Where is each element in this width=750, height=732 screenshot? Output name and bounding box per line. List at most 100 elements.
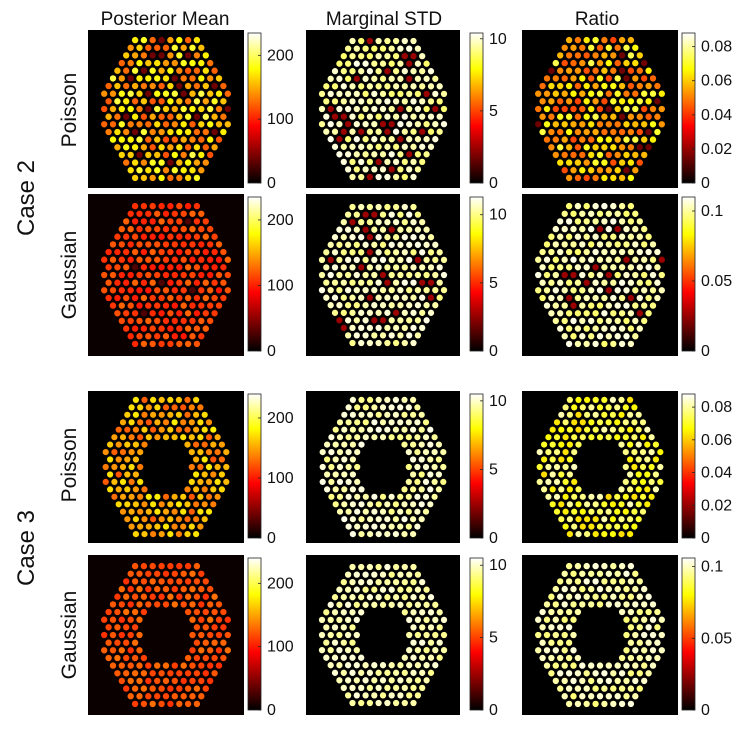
pixel-dot [185, 341, 191, 347]
pixel-dot [180, 434, 186, 440]
pixel-dot [176, 52, 182, 58]
pixel-dot [645, 655, 651, 661]
pixel-dot [150, 685, 156, 691]
pixel-dot [441, 121, 447, 127]
pixel-dot [548, 129, 554, 135]
pixel-dot [389, 151, 395, 157]
pixel-dot [181, 257, 187, 263]
pixel-dot [415, 76, 421, 82]
pixel-dot [132, 578, 138, 584]
pixel-dot [601, 310, 607, 316]
pixel-dot [198, 75, 204, 81]
pixel-dot [627, 442, 633, 448]
pixel-dot [597, 272, 603, 278]
pixel-dot [128, 302, 134, 308]
pixel-dot [150, 249, 156, 255]
pixel-dot [375, 594, 381, 600]
pixel-dot [332, 83, 338, 89]
pixel-dot [584, 701, 590, 707]
pixel-dot [376, 516, 382, 522]
pixel-dot [323, 83, 329, 89]
pixel-dot [419, 609, 425, 615]
pixel-dot [203, 159, 209, 165]
pixel-dot [645, 234, 651, 240]
pixel-dot [566, 68, 572, 74]
pixel-dot [323, 279, 329, 285]
pixel-dot [150, 234, 156, 240]
pixel-dot [158, 37, 164, 43]
pixel-dot [539, 98, 545, 104]
pixel-dot [397, 106, 403, 112]
pixel-dot [119, 586, 125, 592]
pixel-dot [419, 144, 425, 150]
pixel-dot [358, 340, 364, 346]
pixel-dot [194, 98, 200, 104]
pixel-dot [123, 578, 129, 584]
pixel-dot [423, 602, 429, 608]
pixel-dot [631, 404, 637, 410]
pixel-dot [136, 272, 142, 278]
pixel-dot [641, 60, 647, 66]
pixel-dot [393, 501, 399, 507]
pixel-dot [423, 136, 429, 142]
pixel-dot [211, 234, 217, 240]
pixel-dot [548, 640, 554, 646]
pixel-dot [362, 317, 368, 323]
colorbar-tick-label: 5 [489, 630, 498, 647]
pixel-dot [167, 594, 173, 600]
pixel-dot [641, 257, 647, 263]
pixel-dot [207, 678, 213, 684]
pixel-dot [659, 91, 665, 97]
pixel-dot [154, 60, 160, 66]
pixel-dot [553, 586, 559, 592]
pixel-dot [119, 318, 125, 324]
pixel-dot [623, 617, 629, 623]
pixel-dot [606, 45, 612, 51]
pixel-dot [419, 279, 425, 285]
pixel-dot [545, 434, 551, 440]
pixel-dot [333, 427, 339, 433]
pixel-dot [163, 257, 169, 263]
pixel-dot [597, 302, 603, 308]
pixel-dot [345, 45, 351, 51]
pixel-dot [584, 397, 590, 403]
pixel-dot [323, 655, 329, 661]
pixel-dot [363, 524, 369, 530]
pixel-dot [402, 264, 408, 270]
pixel-dot [189, 617, 195, 623]
pixel-dot [332, 670, 338, 676]
pixel-dot [553, 632, 559, 638]
pixel-dot [145, 571, 151, 577]
pixel-dot [423, 91, 429, 97]
pixel-dot [645, 98, 651, 104]
pixel-dot [367, 129, 373, 135]
pixel-dot [210, 456, 216, 462]
pixel-dot [163, 75, 169, 81]
pixel-dot [154, 302, 160, 308]
pixel-dot [623, 479, 629, 485]
pixel-dot [150, 159, 156, 165]
pixel-dot [185, 310, 191, 316]
pixel-dot [336, 617, 342, 623]
pixel-dot [123, 249, 129, 255]
colorbar-tick-label: 200 [267, 47, 294, 64]
pixel-dot [406, 602, 412, 608]
pixel-dot [123, 640, 129, 646]
pixel-dot [172, 571, 178, 577]
pixel-dot [579, 586, 585, 592]
pixel-dot [163, 302, 169, 308]
pixel-dot [362, 257, 368, 263]
pixel-dot [167, 295, 173, 301]
pixel-dot [380, 151, 386, 157]
pixel-dot [410, 471, 416, 477]
pixel-dot [345, 76, 351, 82]
pixel-dot [141, 37, 147, 43]
pixel-dot [211, 624, 217, 630]
pixel-dot [193, 516, 199, 522]
pixel-dot [206, 509, 212, 515]
pixel-dot [389, 317, 395, 323]
pixel-dot [220, 129, 226, 135]
pixel-dot [336, 106, 342, 112]
pixel-dot [654, 655, 660, 661]
pixel-dot [579, 662, 585, 668]
